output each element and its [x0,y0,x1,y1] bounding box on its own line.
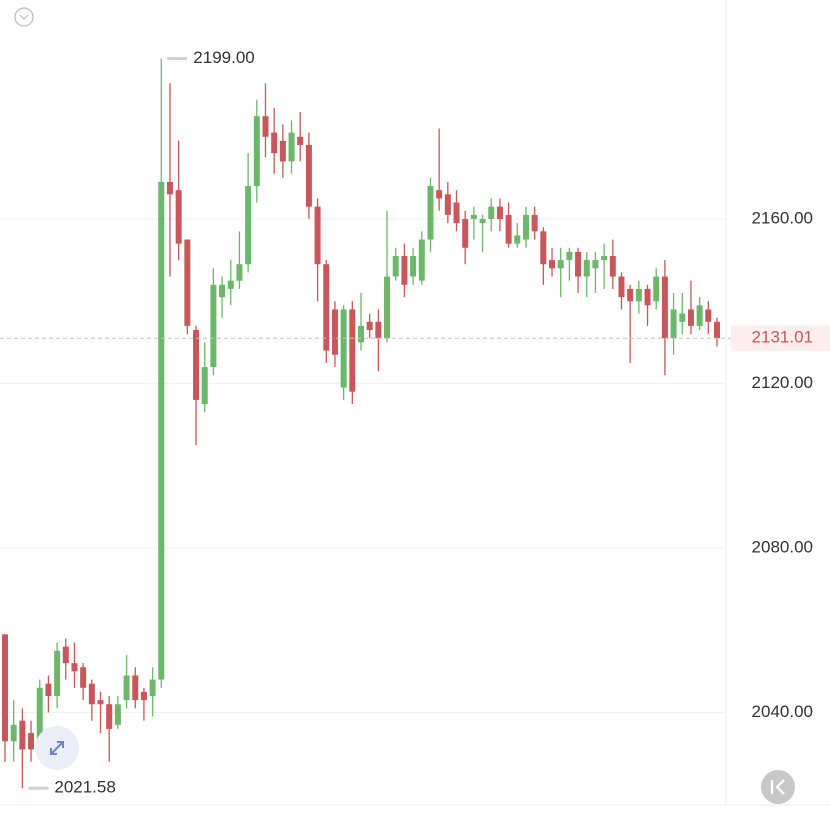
candle-body [331,309,338,355]
candle-body [97,700,104,705]
candle-body [10,724,17,742]
candle-body [427,186,434,240]
candle-body [297,136,304,145]
candle-body [210,284,217,368]
candle-body [601,255,608,261]
candle-body [166,181,173,195]
candle-body [505,214,512,244]
candle-body [201,367,208,405]
candle-body [410,255,417,277]
candle-body [253,116,260,187]
last-price-label: 2131.01 [752,328,813,347]
candle-body [149,679,156,697]
candle-body [653,276,660,302]
candle-body [262,116,269,137]
candle-body [140,691,147,701]
candle-body [288,132,295,162]
candle-body [384,276,391,339]
min-label: 2021.58 [54,778,115,797]
candle-body [2,634,8,742]
candle-body [323,264,330,351]
candle-body [219,284,226,298]
candle-body [245,186,252,265]
candle-body [19,720,26,750]
candle-body [470,214,477,219]
candle-body [106,704,113,729]
candle-body [132,675,139,701]
candle-body [45,683,52,697]
candle-body [271,132,278,154]
candle-body [714,321,720,339]
y-tick-label: 2040.00 [752,702,813,721]
candle-body [496,206,503,219]
candle-body [114,704,121,725]
candle-body [184,239,191,326]
candle-body [366,321,373,331]
candle-body [661,276,668,339]
candle-body [314,206,321,265]
max-label: 2199.00 [193,48,254,67]
candle-body [592,260,599,269]
candle-body [488,206,495,219]
candle-body [236,264,243,281]
scroll-to-latest-button[interactable] [761,770,795,804]
candle-body [618,276,625,298]
candle-body [462,218,469,248]
candle-body [522,214,529,240]
candle-body [540,231,547,265]
candle-body [54,650,61,697]
candle-body [627,288,634,302]
candle-body [392,255,399,277]
collapse-button[interactable] [14,7,34,27]
candle-body [401,255,408,285]
candle-body [158,181,165,680]
candle-body [444,194,451,215]
candle-body [349,309,356,392]
candle-body [80,667,87,688]
y-tick-label: 2160.00 [752,208,813,227]
candle-body [479,218,486,224]
candle-body [36,687,43,746]
candle-body [193,330,200,400]
candle-body [635,288,642,302]
candle-body [71,663,78,672]
expand-button[interactable] [35,726,79,770]
y-tick-label: 2080.00 [752,537,813,556]
candle-body [436,190,443,199]
candle-body [418,239,425,281]
candle-body [575,251,582,277]
candle-body [670,309,677,339]
candle-body [375,321,382,339]
candle-body [175,190,182,244]
candle-body [609,255,616,277]
candle-body [644,288,651,306]
y-tick-label: 2120.00 [752,373,813,392]
candle-body [583,260,590,277]
candle-body [62,646,69,664]
candle-body [358,325,364,343]
candle-body [514,235,521,244]
candle-body [566,251,573,261]
candle-body [28,733,35,750]
candle-body [88,683,95,705]
candle-body [687,309,694,326]
candle-body [557,260,564,269]
candle-body [696,305,703,326]
last-price-box [731,325,830,352]
candle-body [227,280,234,289]
candle-body [123,675,130,701]
candle-body [705,309,712,322]
plot-area [0,58,726,789]
candle-body [340,309,347,388]
candle-body [531,214,538,232]
candle-body [549,260,556,269]
candle-body [279,140,286,162]
candle-body [305,144,312,207]
candle-body [453,202,460,224]
candle-body [679,313,686,322]
